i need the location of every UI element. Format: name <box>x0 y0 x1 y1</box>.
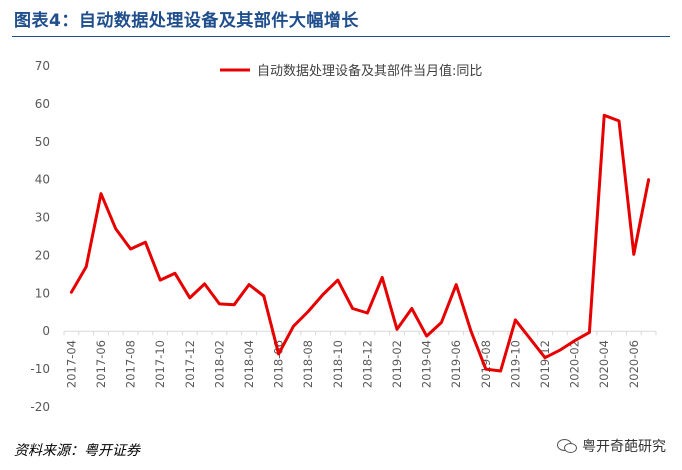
series-layer <box>69 113 651 373</box>
series-line <box>69 113 651 373</box>
x-tick-label: 2018-06 <box>272 340 286 388</box>
x-tick-label: 2019-04 <box>420 340 434 388</box>
source-note: 资料来源：粤开证券 <box>14 443 140 459</box>
legend-label: 自动数据处理设备及其部件当月值:同比 <box>257 63 482 79</box>
y-tick-label: 60 <box>35 97 50 111</box>
y-tick-label: 10 <box>35 286 50 300</box>
x-axis: 2017-04 2017-06 2017-08 2017-10 2017-12 2018-… <box>63 330 657 388</box>
x-tick-label: 2017-04 <box>64 340 78 388</box>
x-tick-label: 2020-02 <box>568 340 582 388</box>
legend: 自动数据处理设备及其部件当月值:同比 <box>220 63 482 79</box>
title-divider <box>12 36 670 37</box>
watermark-label: 粤开奇葩研究 <box>582 439 666 455</box>
y-tick-label: 30 <box>35 211 50 225</box>
x-tick-label: 2019-10 <box>508 340 522 388</box>
y-tick-label: 50 <box>35 135 50 149</box>
x-tick-label: 2018-12 <box>360 340 374 388</box>
y-axis-ticks: -20 -10 0 10 20 30 40 50 60 70 <box>30 59 50 414</box>
y-tick-label: -20 <box>30 400 50 414</box>
y-tick-label: 70 <box>35 59 50 73</box>
wechat-icon <box>557 439 577 453</box>
y-tick-label: 0 <box>42 324 50 338</box>
x-tick-label: 2020-06 <box>627 340 641 388</box>
x-tick-label: 2017-12 <box>183 340 197 388</box>
x-tick-label: 2019-02 <box>390 340 404 388</box>
x-tick-label: 2017-10 <box>153 340 167 388</box>
x-tick-label: 2018-04 <box>242 340 256 388</box>
x-tick-label: 2017-08 <box>124 340 138 388</box>
x-tick-label: 2018-08 <box>301 340 315 388</box>
x-tick-label: 2019-08 <box>479 340 493 388</box>
x-tick-label: 2020-04 <box>597 340 611 388</box>
watermark: 粤开奇葩研究 <box>557 436 666 456</box>
x-tick-label: 2019-12 <box>538 340 552 388</box>
y-tick-label: 40 <box>35 173 50 187</box>
y-tick-label: 20 <box>35 248 50 262</box>
x-tick-label: 2018-10 <box>331 340 345 388</box>
y-tick-label: -10 <box>30 362 50 376</box>
x-tick-label: 2019-06 <box>449 340 463 388</box>
x-tick-label: 2018-02 <box>212 340 226 388</box>
x-tick-label: 2017-06 <box>94 340 108 388</box>
figure-title: 图表4：自动数据处理设备及其部件大幅增长 <box>14 11 359 31</box>
